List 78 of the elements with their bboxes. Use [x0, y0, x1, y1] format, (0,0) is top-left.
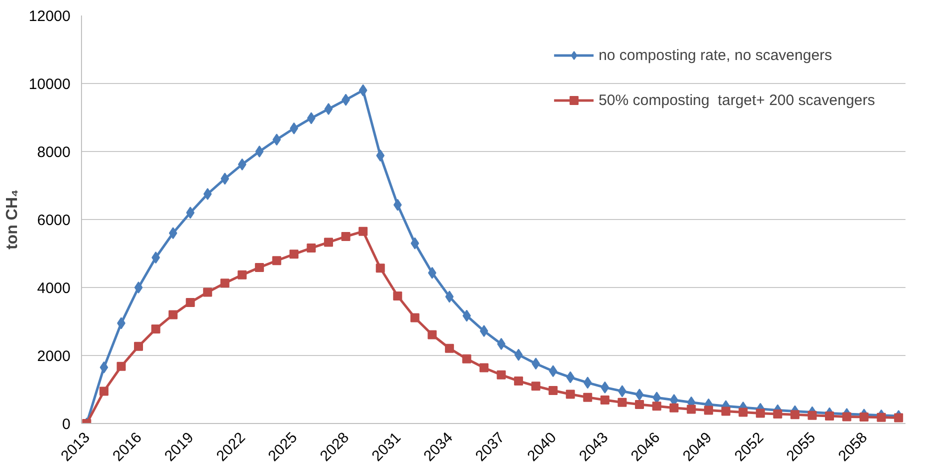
point	[358, 84, 368, 96]
point	[116, 362, 126, 371]
point	[876, 412, 886, 422]
point	[583, 392, 592, 402]
point	[652, 402, 662, 411]
point	[220, 172, 230, 185]
point	[583, 376, 592, 389]
point	[548, 365, 558, 378]
point	[842, 412, 852, 422]
point	[808, 410, 817, 420]
point	[238, 158, 246, 170]
y-tick-label: 8000	[37, 144, 71, 161]
point	[531, 382, 540, 391]
point	[290, 122, 298, 134]
point	[721, 406, 730, 416]
point	[376, 264, 385, 273]
point	[393, 292, 402, 300]
point	[444, 344, 454, 353]
point	[496, 370, 506, 380]
point	[220, 278, 230, 288]
point	[635, 388, 644, 401]
point	[773, 409, 782, 418]
point	[480, 325, 488, 338]
point	[480, 363, 488, 372]
point	[168, 310, 178, 320]
legend-label: no composting rate, no scavengers	[598, 46, 832, 64]
point	[566, 371, 575, 384]
point	[151, 324, 160, 334]
point	[134, 282, 143, 294]
point	[634, 400, 644, 409]
point	[203, 188, 212, 200]
point	[686, 404, 696, 414]
point	[238, 270, 247, 280]
point	[790, 410, 800, 420]
point	[618, 398, 627, 407]
point	[393, 198, 402, 211]
point	[186, 298, 195, 307]
point	[376, 150, 385, 162]
point	[134, 342, 144, 351]
y-tick-label: 12000	[28, 8, 71, 25]
point	[255, 146, 264, 158]
point	[445, 290, 454, 303]
point	[324, 238, 334, 247]
point	[514, 348, 523, 361]
point	[272, 256, 282, 266]
point	[670, 403, 679, 412]
point	[600, 381, 610, 394]
point	[410, 313, 420, 322]
y-tick-label: 4000	[37, 280, 71, 297]
point	[324, 103, 333, 115]
point	[341, 232, 350, 241]
point	[704, 406, 714, 415]
legend-label: 50% composting target+ 200 scavengers	[598, 92, 875, 108]
point	[100, 361, 108, 374]
point	[462, 354, 472, 364]
point	[428, 330, 437, 340]
point	[358, 226, 368, 236]
point	[824, 412, 834, 421]
point	[566, 390, 575, 399]
point	[860, 412, 869, 422]
y-tick-label: 6000	[37, 212, 71, 229]
point	[514, 376, 524, 386]
point	[410, 237, 420, 250]
y-axis-title: ton CH₄	[4, 189, 21, 250]
point	[99, 386, 108, 396]
point	[306, 244, 316, 253]
point	[738, 408, 748, 417]
point	[756, 408, 765, 418]
point	[254, 262, 264, 272]
y-tick-label: 0	[62, 416, 70, 433]
point	[548, 386, 558, 396]
y-tick-label: 2000	[37, 348, 71, 365]
y-tick-label: 10000	[28, 76, 71, 93]
point	[168, 227, 178, 240]
point	[203, 288, 212, 297]
point	[894, 413, 904, 422]
point	[289, 250, 298, 259]
point	[600, 396, 610, 405]
